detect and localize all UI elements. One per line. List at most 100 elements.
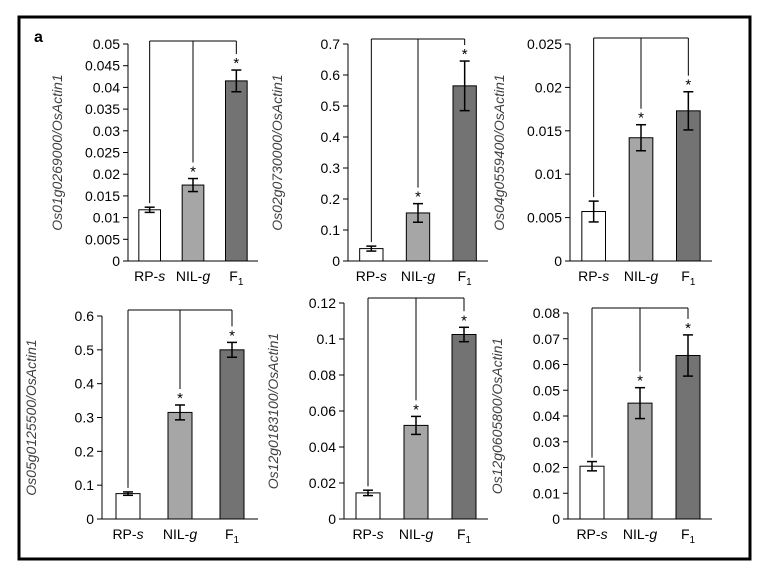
y-tick-label: 0.07 bbox=[533, 331, 560, 347]
bar bbox=[115, 493, 141, 520]
y-axis-label: Os01g0269000/OsActin1 bbox=[49, 74, 65, 230]
y-tick-label: 0.6 bbox=[321, 67, 341, 83]
significance-marker: * bbox=[462, 46, 468, 63]
significance-marker: * bbox=[177, 390, 183, 407]
y-tick-label: 0.005 bbox=[85, 231, 120, 247]
y-tick-label: 0.01 bbox=[533, 485, 560, 501]
y-tick-label: 0.08 bbox=[533, 305, 560, 321]
y-tick-label: 0.3 bbox=[321, 160, 341, 176]
category-label: RP-s bbox=[112, 526, 143, 542]
y-tick-label: 0.6 bbox=[75, 308, 95, 324]
significance-marker: * bbox=[413, 401, 419, 418]
y-tick-label: 0 bbox=[86, 511, 94, 527]
y-tick-label: 0.1 bbox=[75, 477, 95, 493]
category-label: F1 bbox=[681, 268, 696, 288]
category-label: F1 bbox=[225, 526, 240, 546]
y-tick-label: 0.02 bbox=[535, 79, 562, 95]
significance-marker: * bbox=[685, 77, 691, 94]
y-tick-label: 0.04 bbox=[309, 439, 336, 455]
panel-letter: a bbox=[34, 29, 43, 46]
bar bbox=[355, 492, 381, 520]
bar bbox=[219, 349, 245, 520]
y-tick-label: 0.5 bbox=[75, 342, 95, 358]
y-tick-label: 0.2 bbox=[75, 443, 95, 459]
category-label: RP-s bbox=[576, 526, 607, 542]
significance-marker: * bbox=[415, 189, 421, 206]
category-label: F1 bbox=[458, 268, 473, 288]
chart-panel-5: 0 0.02 0.04 0.06 0.08 0.1 0.12 Os12g0183100/OsA… bbox=[265, 295, 488, 546]
y-tick-label: 0.02 bbox=[93, 166, 120, 182]
y-tick-label: 0.01 bbox=[535, 166, 562, 182]
chart-panel-3: 0 0.005 0.01 0.015 0.02 0.025 Os04g0559400/OsA… bbox=[491, 36, 712, 288]
y-tick-label: 0.02 bbox=[533, 460, 560, 476]
bar bbox=[225, 80, 248, 262]
y-tick-label: 0.015 bbox=[527, 123, 562, 139]
bar bbox=[451, 334, 477, 520]
y-axis-label: Os12g0605800/OsActin1 bbox=[489, 338, 505, 494]
chart-panel-4: 0 0.1 0.2 0.3 0.4 0.5 0.6 Os05g0125500/OsActin1… bbox=[23, 308, 258, 546]
category-label: F1 bbox=[681, 526, 696, 546]
category-label: NIL-g bbox=[399, 526, 433, 542]
category-label: RP-s bbox=[352, 526, 383, 542]
bar bbox=[181, 184, 205, 262]
bar bbox=[676, 110, 701, 262]
significance-marker: * bbox=[190, 164, 196, 181]
y-tick-label: 0.03 bbox=[533, 434, 560, 450]
y-tick-label: 0.12 bbox=[309, 295, 336, 311]
bar bbox=[403, 424, 429, 520]
category-label: RP-s bbox=[356, 268, 387, 284]
significance-marker: * bbox=[638, 110, 644, 127]
y-tick-label: 0.05 bbox=[533, 382, 560, 398]
y-tick-label: 0.3 bbox=[75, 410, 95, 426]
y-tick-label: 0.1 bbox=[321, 222, 341, 238]
y-tick-label: 0.01 bbox=[93, 210, 120, 226]
y-tick-label: 0.04 bbox=[533, 408, 560, 424]
y-tick-label: 0.03 bbox=[93, 123, 120, 139]
bar bbox=[138, 209, 161, 262]
significance-marker: * bbox=[229, 327, 235, 344]
y-tick-label: 0 bbox=[554, 253, 562, 269]
y-tick-label: 0.4 bbox=[75, 376, 95, 392]
y-tick-label: 0.02 bbox=[309, 475, 336, 491]
bar bbox=[628, 137, 654, 262]
category-label: RP-s bbox=[134, 268, 165, 284]
y-tick-label: 0.035 bbox=[85, 101, 120, 117]
category-label: F1 bbox=[457, 526, 472, 546]
y-tick-label: 0.025 bbox=[527, 36, 562, 52]
significance-marker: * bbox=[461, 312, 467, 329]
y-tick-label: 0.045 bbox=[85, 58, 120, 74]
category-label: NIL-g bbox=[623, 526, 657, 542]
chart-panel-2: 0 0.1 0.2 0.3 0.4 0.5 0.6 0.7 Os02g0730000/OsAct… bbox=[269, 36, 488, 288]
category-label: NIL-g bbox=[624, 268, 658, 284]
y-tick-label: 0.06 bbox=[533, 357, 560, 373]
y-axis-label: Os12g0183100/OsActin1 bbox=[265, 333, 281, 489]
charts: 0 0.005 0.01 0.015 0.02 0.025 0.03 0.035 0.04 0.0… bbox=[23, 36, 712, 546]
y-tick-label: 0 bbox=[332, 253, 340, 269]
category-label: NIL-g bbox=[401, 268, 435, 284]
bar bbox=[579, 465, 605, 520]
y-tick-label: 0.7 bbox=[321, 36, 341, 52]
significance-marker: * bbox=[637, 373, 643, 390]
y-axis-label: Os02g0730000/OsActin1 bbox=[269, 74, 285, 230]
y-tick-label: 0.05 bbox=[93, 36, 120, 52]
y-tick-label: 0 bbox=[112, 253, 120, 269]
y-tick-label: 0.04 bbox=[93, 79, 120, 95]
y-tick-label: 0.08 bbox=[309, 367, 336, 383]
y-tick-label: 0 bbox=[552, 511, 560, 527]
y-tick-label: 0.025 bbox=[85, 145, 120, 161]
significance-marker: * bbox=[685, 320, 691, 337]
chart-panel-1: 0 0.005 0.01 0.015 0.02 0.025 0.03 0.035 0.04 0.0… bbox=[49, 36, 258, 288]
y-tick-label: 0.5 bbox=[321, 98, 341, 114]
y-tick-label: 0.4 bbox=[321, 129, 341, 145]
y-axis-label: Os04g0559400/OsActin1 bbox=[491, 74, 507, 230]
y-axis-label: Os05g0125500/OsActin1 bbox=[23, 339, 39, 495]
category-label: NIL-g bbox=[176, 268, 210, 284]
category-label: RP-s bbox=[578, 268, 609, 284]
bar bbox=[452, 85, 477, 262]
y-tick-label: 0 bbox=[328, 511, 336, 527]
chart-panel-6: 0 0.01 0.02 0.03 0.04 0.05 0.06 0.07 0.08 Os12g06… bbox=[489, 305, 712, 546]
category-label: NIL-g bbox=[163, 526, 197, 542]
y-tick-label: 0.005 bbox=[527, 210, 562, 226]
category-label: F1 bbox=[229, 268, 244, 288]
